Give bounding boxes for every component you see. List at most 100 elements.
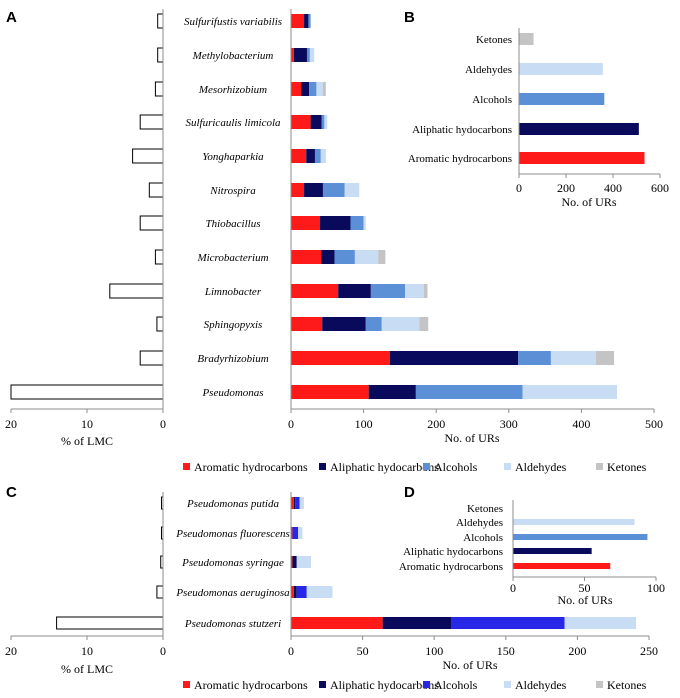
lmc-bar-mesorhizobium	[154, 81, 164, 97]
bar-microbacterium-aldehydes	[354, 250, 379, 264]
bar-aliphatic-hydocarbons	[519, 123, 639, 135]
x-tick-label: 100	[647, 581, 665, 595]
bar-bradyrhizobium-aldehydes	[550, 351, 596, 365]
panel-a-lmc: Sulfurifustis variabilis Methylobacterium…	[5, 9, 282, 448]
category-label: Nitrospira	[209, 185, 256, 197]
panel-c-lmc: Pseudomonas putida Pseudomonas fluorescen…	[5, 492, 290, 676]
bar-microbacterium-aromatic-hydrocarbons	[291, 250, 322, 264]
category-label: Sphingopyxis	[204, 319, 263, 331]
x-tick-label: 0	[160, 644, 166, 658]
bar-methylobacterium-aromatic-hydrocarbons	[291, 48, 294, 62]
legend-label-aliphatic-hydocarbons: Aliphatic hydocarbons	[330, 678, 439, 692]
lmc-bar-microbacterium	[154, 249, 164, 265]
x-tick-label: 400	[572, 417, 590, 431]
legend-label-aldehydes: Aldehydes	[515, 678, 567, 692]
category-label: Methylobacterium	[192, 50, 274, 62]
legend-label-ketones: Ketones	[607, 460, 647, 474]
panel-b-inset: Ketones Aldehydes Alcohols Aliphatic hydoca…	[408, 28, 669, 209]
x-tick-label: 0	[516, 181, 522, 195]
legend-top: Aromatic hydrocarbons Aliphatic hydocarbo…	[183, 460, 647, 474]
bar-bradyrhizobium-aliphatic-hydocarbons	[389, 351, 519, 365]
x-tick-label: 20	[5, 644, 17, 658]
bar-yonghaparkia-alcohols	[314, 149, 321, 163]
category-label: Aromatic hydrocarbons	[408, 153, 512, 165]
bar-pseudomonas-aeruginosa-aliphatic-hydocarbons	[293, 586, 297, 598]
legend-swatch-alcohols	[423, 681, 430, 688]
bar-aldehydes	[519, 63, 603, 75]
category-label: Pseudomonas	[201, 387, 263, 399]
bar-thiobacillus-alcohols	[350, 216, 364, 230]
bar-pseudomonas-aromatic-hydrocarbons	[291, 385, 369, 399]
x-tick-label: 0	[510, 581, 516, 595]
bar-aliphatic-hydocarbons	[513, 548, 592, 554]
category-label: Aliphatic hydocarbons	[412, 124, 512, 136]
bar-methylobacterium-aldehydes	[309, 48, 315, 62]
bar-mesorhizobium-ketones	[322, 82, 326, 96]
category-label: Mesorhizobium	[198, 84, 267, 96]
bar-pseudomonas-fluorescens-aldehydes	[298, 527, 303, 539]
lmc-bar-pseudomonas-aeruginosa	[156, 585, 164, 599]
bar-pseudomonas-syringae-aromatic-hydrocarbons	[291, 556, 293, 568]
category-label: Microbacterium	[196, 252, 268, 264]
category-label: Aldehydes	[456, 517, 503, 529]
bar-alcohols	[519, 93, 605, 105]
panel-d-inset: Ketones Aldehydes Alcohols Aliphatic hydoca…	[399, 500, 665, 607]
legend-bottom: Aromatic hydrocarbons Aliphatic hydocarbo…	[183, 678, 647, 692]
category-label: Pseudomonas putida	[186, 498, 279, 510]
category-label: Aromatic hydrocarbons	[399, 561, 503, 573]
bar-mesorhizobium-aromatic-hydrocarbons	[291, 82, 302, 96]
legend-swatch-aromatic-hydrocarbons	[183, 681, 190, 688]
category-label: Yonghaparkia	[202, 151, 264, 163]
bar-sphingopyxis-aromatic-hydrocarbons	[291, 317, 323, 331]
bar-mesorhizobium-aldehydes	[316, 82, 323, 96]
legend-swatch-alcohols	[423, 463, 430, 470]
x-tick-label: 150	[497, 644, 515, 658]
legend-label-alcohols: Alcohols	[434, 460, 478, 474]
bar-pseudomonas-syringae-aliphatic-hydocarbons	[292, 556, 297, 568]
panel-a-urs: 0 100 200 300 400 500 No. of URs	[288, 9, 663, 445]
legend-swatch-aromatic-hydrocarbons	[183, 463, 190, 470]
bar-mesorhizobium-alcohols	[309, 82, 317, 96]
bar-pseudomonas-stutzeri-alcohols	[451, 617, 565, 629]
legend-label-alcohols: Alcohols	[434, 678, 478, 692]
lmc-bar-sulfurifustis-variabilis	[157, 13, 164, 29]
bar-pseudomonas-putida-alcohols	[295, 497, 300, 509]
x-tick-label: 250	[640, 644, 658, 658]
bar-pseudomonas-aldehydes	[522, 385, 617, 399]
category-label: Aldehydes	[465, 64, 512, 76]
bar-nitrospira-aliphatic-hydocarbons	[304, 183, 323, 197]
x-tick-label: 50	[357, 644, 369, 658]
lmc-bar-methylobacterium	[157, 47, 164, 63]
x-tick-label: 0	[288, 417, 294, 431]
category-label: Pseudomonas fluorescens	[175, 528, 290, 540]
bar-pseudomonas-putida-aliphatic-hydocarbons	[293, 497, 296, 509]
x-tick-label: 600	[651, 181, 669, 195]
x-tick-label: 10	[81, 417, 93, 431]
bar-bradyrhizobium-alcohols	[518, 351, 551, 365]
panel-c-urs: 0 50 100 150 200 250 No. of URs	[288, 492, 658, 672]
lmc-bar-pseudomonas	[10, 384, 164, 400]
category-label: Pseudomonas syringae	[181, 557, 284, 569]
bar-bradyrhizobium-aromatic-hydrocarbons	[291, 351, 390, 365]
bar-sphingopyxis-alcohols	[365, 317, 382, 331]
panel-label-b: B	[404, 9, 415, 26]
bar-thiobacillus-aromatic-hydrocarbons	[291, 216, 321, 230]
x-tick-label: 100	[355, 417, 373, 431]
bar-sulfuricaulis-limicola-alcohols	[321, 115, 325, 129]
legend-label-ketones: Ketones	[607, 678, 647, 692]
category-label: Limnobacter	[204, 286, 262, 298]
x-tick-label: 400	[604, 181, 622, 195]
bar-aldehydes	[513, 519, 635, 525]
x-tick-label: 20	[5, 417, 17, 431]
category-label: Sulfurifustis variabilis	[184, 16, 282, 28]
category-label: Aliphatic hydocarbons	[403, 546, 503, 558]
bar-limnobacter-aldehydes	[404, 284, 424, 298]
legend-label-aldehydes: Aldehydes	[515, 460, 567, 474]
x-tick-label: 50	[579, 581, 591, 595]
lmc-bar-sphingopyxis	[156, 316, 164, 332]
bar-ketones	[519, 33, 534, 45]
lmc-bar-nitrospira	[148, 182, 164, 198]
panel-label-d: D	[404, 484, 415, 501]
x-axis-label: % of LMC	[61, 434, 113, 448]
